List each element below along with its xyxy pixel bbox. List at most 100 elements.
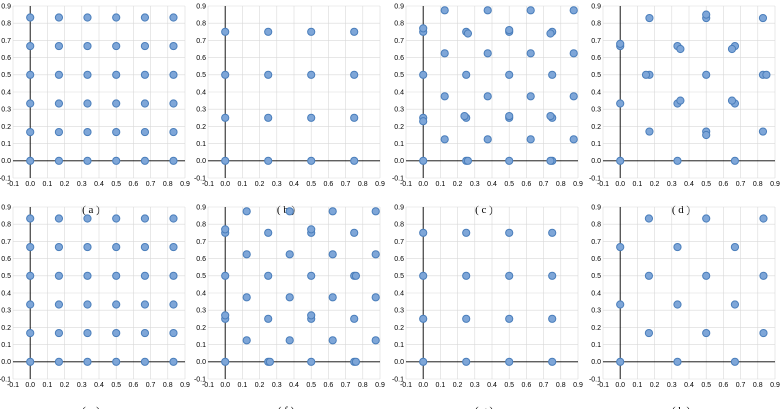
y-tick-label: 0.9: [1, 204, 11, 211]
y-tick-label: 0.5: [1, 72, 11, 79]
data-point: [264, 113, 273, 122]
data-point: [328, 336, 337, 345]
x-tick-label: 0.2: [60, 181, 70, 188]
data-point: [569, 6, 578, 15]
data-point: [569, 92, 578, 101]
x-tick-label: 0.3: [667, 181, 677, 188]
x-tick-label: 0.2: [60, 382, 70, 389]
x-tick-label: 0.0: [615, 181, 625, 188]
data-point: [221, 311, 230, 320]
data-point: [676, 44, 685, 54]
y-tick-label: 0.5: [591, 72, 601, 79]
data-point: [616, 357, 625, 366]
y-tick-label: 0.7: [394, 38, 404, 45]
y-tick-label: -0.1: [0, 376, 11, 383]
y-tick-label: 0.4: [196, 290, 206, 297]
data-point: [483, 49, 492, 58]
y-tick-label: 0.4: [394, 89, 404, 96]
data-point: [169, 127, 178, 137]
data-point: [307, 113, 316, 122]
x-tick-label: 0.5: [701, 382, 711, 389]
x-tick-label: 0.8: [358, 382, 368, 389]
data-point: [285, 250, 294, 259]
y-tick-label: 0.0: [591, 158, 601, 165]
y-tick-label: 0.4: [196, 89, 206, 96]
y-tick-label: 0.1: [591, 141, 601, 148]
y-tick-label: 0.0: [1, 158, 11, 165]
data-point: [83, 127, 92, 137]
data-point: [526, 49, 535, 58]
y-tick-label: 0.4: [591, 290, 601, 297]
x-tick-label: 0.4: [487, 181, 497, 188]
x-tick-label: 0.7: [736, 382, 746, 389]
y-tick-label: 0.2: [1, 325, 11, 332]
data-point: [83, 70, 92, 79]
x-tick-label: 0.7: [146, 181, 156, 188]
data-point: [83, 328, 92, 338]
y-tick-label: 0.7: [196, 239, 206, 246]
subplot-caption: ( g ): [475, 405, 494, 409]
y-tick-label: -0.1: [392, 376, 404, 383]
data-point: [548, 228, 557, 237]
data-point: [285, 336, 294, 345]
x-tick-label: 0.1: [633, 181, 643, 188]
x-tick-label: 0.5: [306, 181, 316, 188]
subplot-caption: ( f ): [278, 405, 295, 409]
data-point: [483, 92, 492, 101]
data-point: [26, 242, 35, 252]
data-point: [616, 99, 625, 108]
data-point: [730, 357, 740, 366]
data-point: [140, 214, 150, 223]
data-point: [26, 70, 35, 79]
x-tick-label: 0.4: [289, 382, 299, 389]
data-point: [54, 156, 64, 165]
data-point: [169, 41, 178, 51]
x-tick-label: 0.7: [341, 181, 351, 188]
data-point: [351, 271, 361, 280]
y-tick-label: 0.9: [394, 3, 404, 10]
data-point: [83, 242, 92, 252]
y-tick-label: 0.6: [394, 256, 404, 263]
data-point: [483, 135, 492, 144]
data-point: [350, 228, 359, 237]
y-tick-label: 0.8: [394, 222, 404, 229]
data-point: [350, 27, 359, 36]
x-tick-label: 0.3: [470, 181, 480, 188]
data-point: [169, 300, 178, 309]
data-point: [285, 207, 294, 216]
data-point: [702, 70, 711, 79]
subplot-d: -0.1 0.0 0.1 0.2 0.3 0.4 0.5 0.6 0.7 0.8 0.9 -0.1 0.…: [589, 3, 780, 216]
x-tick-label: 0.6: [719, 382, 729, 389]
data-point: [169, 214, 178, 223]
data-point: [419, 24, 428, 33]
y-tick-label: 0.2: [591, 325, 601, 332]
data-point: [462, 357, 471, 366]
subplot-h: -0.1 0.0 0.1 0.2 0.3 0.4 0.5 0.6 0.7 0.8 0.9 -0.1 0.…: [589, 204, 780, 409]
data-point: [221, 357, 230, 366]
x-tick-label: 0.2: [650, 181, 660, 188]
data-point: [26, 214, 35, 223]
y-tick-label: 0.0: [394, 158, 404, 165]
y-tick-label: 0.7: [591, 239, 601, 246]
y-tick-label: 0.3: [394, 107, 404, 114]
x-tick-label: 0.9: [573, 382, 583, 389]
data-point: [419, 228, 428, 237]
y-tick-label: 0.4: [591, 89, 601, 96]
y-tick-label: 0.9: [591, 204, 601, 211]
data-point: [54, 328, 64, 338]
y-tick-label: 0.9: [196, 204, 206, 211]
x-tick-label: 0.7: [146, 382, 156, 389]
data-point: [26, 99, 35, 108]
x-tick-label: 0.0: [25, 181, 35, 188]
data-point: [616, 39, 625, 48]
data-point: [26, 357, 35, 366]
subplot-caption: ( d ): [672, 204, 691, 216]
data-point: [83, 214, 92, 223]
data-point: [548, 357, 557, 366]
data-point: [54, 13, 64, 22]
data-point: [169, 242, 178, 252]
data-point: [702, 130, 711, 140]
data-point: [54, 70, 64, 79]
x-tick-label: 0.5: [111, 382, 121, 389]
data-point: [460, 111, 469, 121]
